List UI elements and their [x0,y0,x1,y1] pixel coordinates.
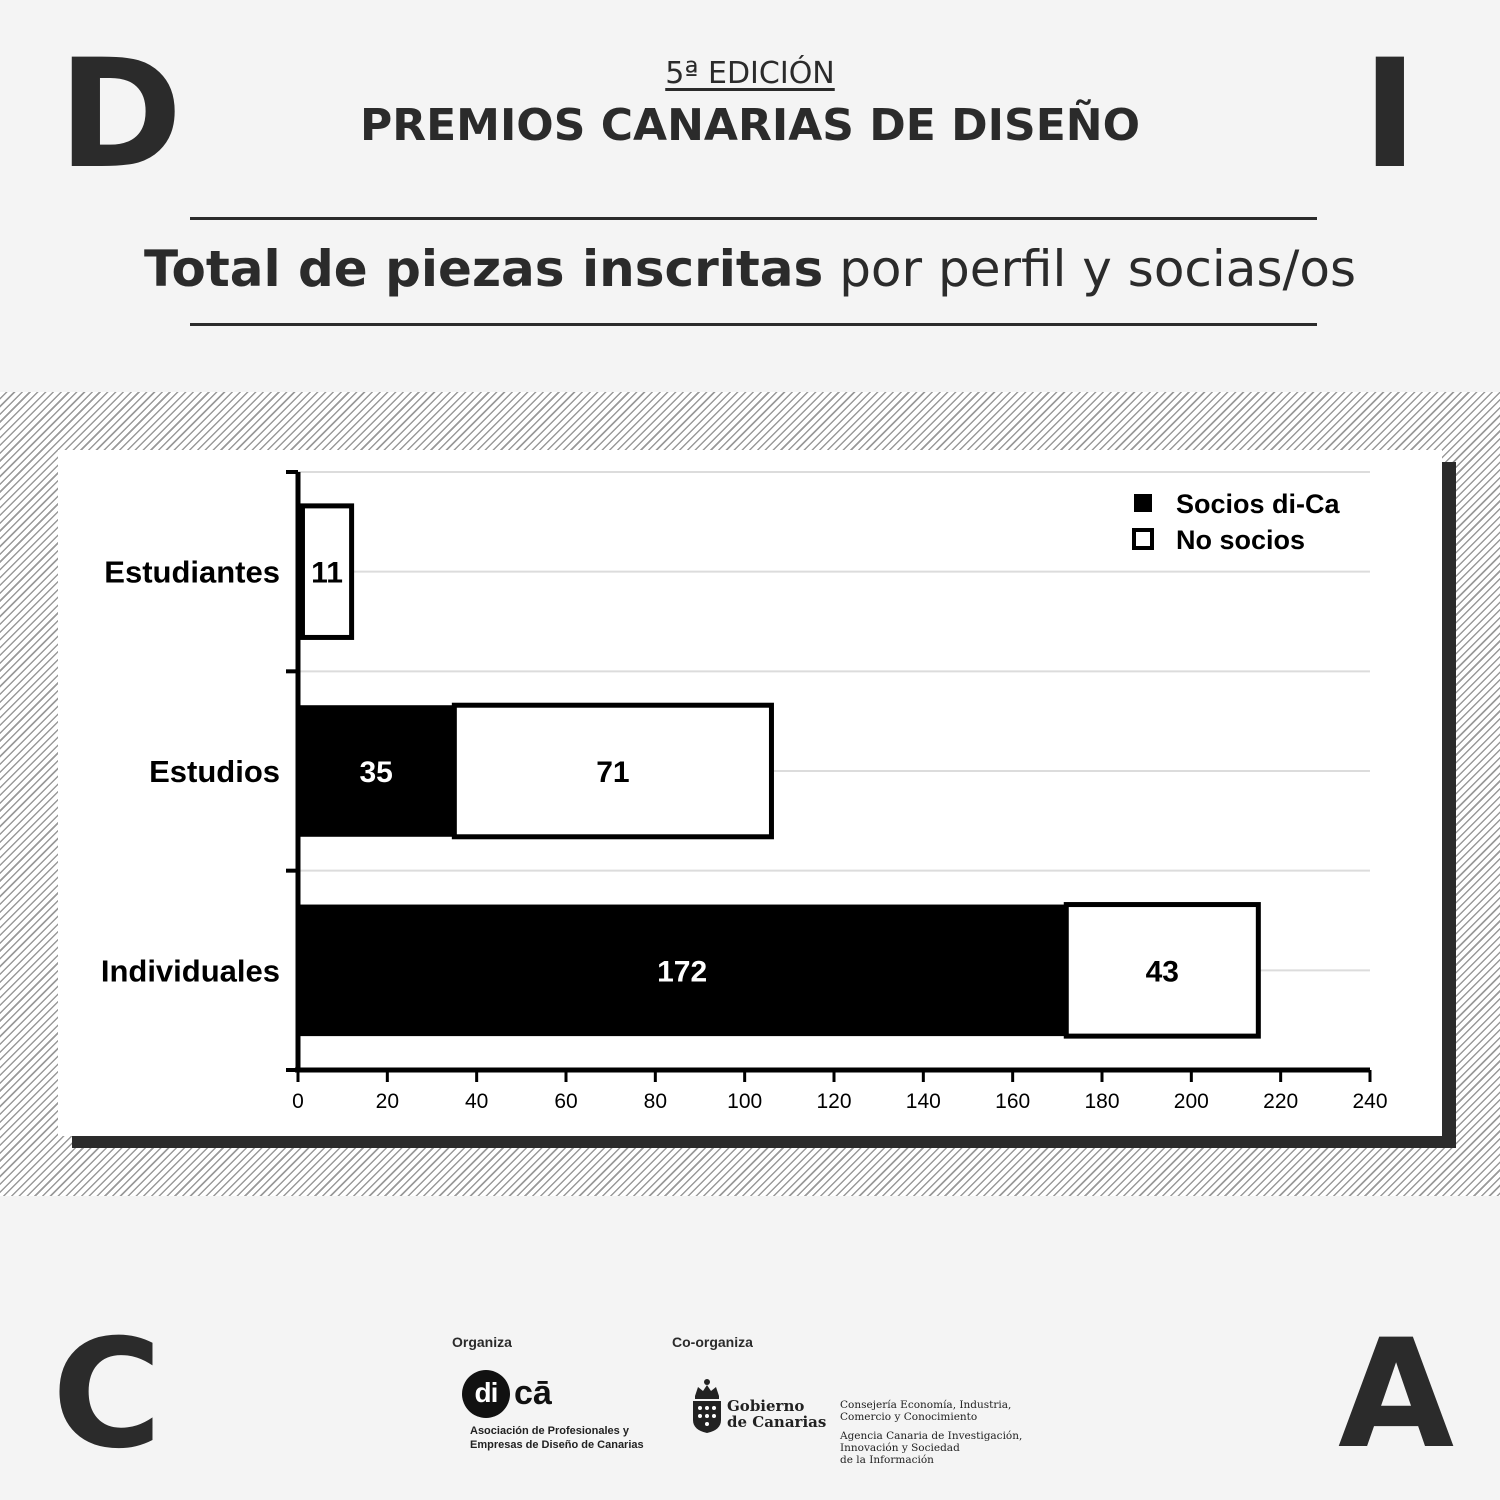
corner-letter-i: I [1362,28,1418,202]
category-label: Individuales [101,953,280,988]
bar-estudios-socios [298,705,455,837]
stacked-bar-chart: 111Estudiantes3571Estudios17243Individua… [101,470,1388,1113]
consejeria-line: Consejería Economía, Industria, [840,1399,1012,1411]
agencia-line: Agencia Canaria de Investigación, [840,1430,1023,1442]
canarias-crest-icon [693,1379,721,1433]
bar-estudiantes-no-socios [299,503,355,640]
x-tick-label: 60 [554,1090,577,1113]
government-name: Gobierno de Canarias [727,1398,826,1430]
association-line: Asociación de Profesionales y [470,1425,629,1437]
corner-letter-a: A [1338,1308,1455,1482]
corner-letter-d: D [58,28,183,202]
consejeria-line: Comercio y Conocimiento [840,1411,978,1423]
bar-value-label: 11 [311,557,343,590]
x-tick-label: 80 [644,1090,667,1113]
legend-swatch [1132,528,1154,550]
bar-value-label: 35 [359,756,392,789]
chart-title: Total de piezas inscritas por perfil y s… [0,240,1500,298]
organiza-label: Organiza [452,1334,512,1350]
chart-title-bold: Total de piezas inscritas [144,240,824,298]
legend-label: No socios [1176,525,1305,555]
bar-value-label: 43 [1146,955,1179,988]
agencia-line: de la Información [840,1454,934,1466]
awards-title: PREMIOS CANARIAS DE DISEÑO [359,100,1141,151]
bar-individuales-socios [298,904,1067,1037]
dica-logo-di: di [462,1370,510,1418]
x-tick-label: 20 [376,1090,399,1113]
x-tick-label: 140 [906,1090,941,1113]
title-rule-bottom [190,323,1317,326]
x-tick-label: 160 [995,1090,1030,1113]
consejeria-name: Consejería Economía, Industria, Comercio… [840,1399,1011,1423]
x-tick-label: 40 [465,1090,488,1113]
government-line: de Canarias [727,1413,827,1431]
x-tick-label: 180 [1084,1090,1119,1113]
x-tick-label: 100 [727,1090,762,1113]
government-line: Gobierno [727,1397,805,1415]
title-rule-top [190,217,1317,220]
legend-swatch [1134,494,1152,512]
category-label: Estudios [149,754,280,789]
agencia-line: Innovación y Sociedad [840,1442,960,1454]
agencia-name: Agencia Canaria de Investigación, Innova… [840,1430,1022,1466]
coorganiza-label: Co-organiza [672,1334,753,1350]
x-tick-label: 120 [816,1090,851,1113]
corner-letter-c: C [52,1308,163,1482]
chart-title-regular: por perfil y socias/os [823,240,1356,298]
x-tick-label: 240 [1352,1090,1387,1113]
edition-label: 5ª EDICIÓN [665,56,835,91]
legend-label: Socios di-Ca [1176,489,1341,519]
association-name: Asociación de Profesionales y Empresas d… [470,1424,644,1452]
bar-individuales-no-socios [1063,902,1261,1039]
chart-panel: 111Estudiantes3571Estudios17243Individua… [58,450,1442,1136]
x-tick-label: 220 [1263,1090,1298,1113]
bar-value-label: 71 [596,756,629,789]
x-tick-label: 200 [1174,1090,1209,1113]
bar-value-label: 172 [657,955,707,988]
dica-logo-ca: cā [514,1374,552,1412]
association-line: Empresas de Diseño de Canarias [470,1439,644,1451]
x-tick-label: 0 [292,1090,304,1113]
bar-estudios-no-socios [451,702,774,840]
category-label: Estudiantes [104,555,280,590]
